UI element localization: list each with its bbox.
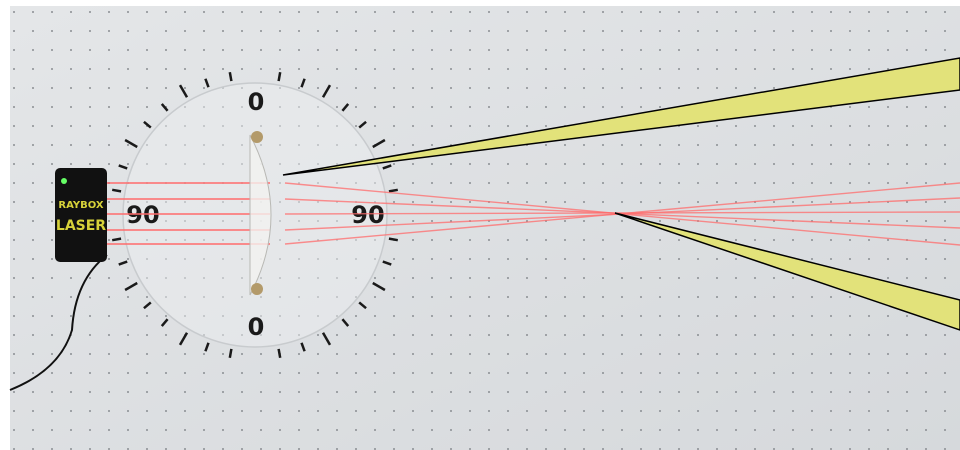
tick <box>143 301 152 310</box>
tick <box>300 78 306 88</box>
tick <box>358 301 367 310</box>
lens-pin <box>251 283 263 295</box>
tick <box>160 103 169 112</box>
protractor-label: 90 <box>351 201 384 229</box>
protractor-ticks <box>111 71 399 359</box>
tick <box>382 260 392 266</box>
tick <box>124 281 138 292</box>
tick <box>388 237 399 242</box>
tick <box>300 342 306 352</box>
tick <box>124 138 138 149</box>
tick <box>160 318 169 327</box>
tick <box>341 103 350 112</box>
tick <box>118 164 128 170</box>
tick <box>204 78 210 88</box>
callout <box>282 57 960 176</box>
cable <box>9 254 108 391</box>
tick <box>321 332 332 346</box>
light-rays <box>107 182 960 246</box>
laser-box <box>55 168 107 262</box>
tick <box>382 164 392 170</box>
tick <box>228 348 233 359</box>
tick <box>111 188 122 193</box>
protractor-label: 0 <box>248 313 265 341</box>
laser-label: LASER <box>56 218 106 234</box>
tick <box>178 332 189 346</box>
tick <box>277 348 282 359</box>
tick <box>358 120 367 129</box>
tick <box>321 84 332 98</box>
tick <box>178 84 189 98</box>
tick <box>341 318 350 327</box>
tick <box>143 120 152 129</box>
tick <box>372 281 386 292</box>
tick <box>372 138 386 149</box>
led <box>61 178 67 184</box>
protractor-label: 0 <box>248 88 265 116</box>
tick <box>228 71 233 82</box>
tick <box>277 71 282 82</box>
tick <box>118 260 128 266</box>
callout <box>614 212 960 331</box>
laser-brand: RAYBOX <box>58 200 103 211</box>
tick <box>204 342 210 352</box>
tick <box>388 188 399 193</box>
lens-pin <box>251 131 263 143</box>
tick <box>111 237 122 242</box>
